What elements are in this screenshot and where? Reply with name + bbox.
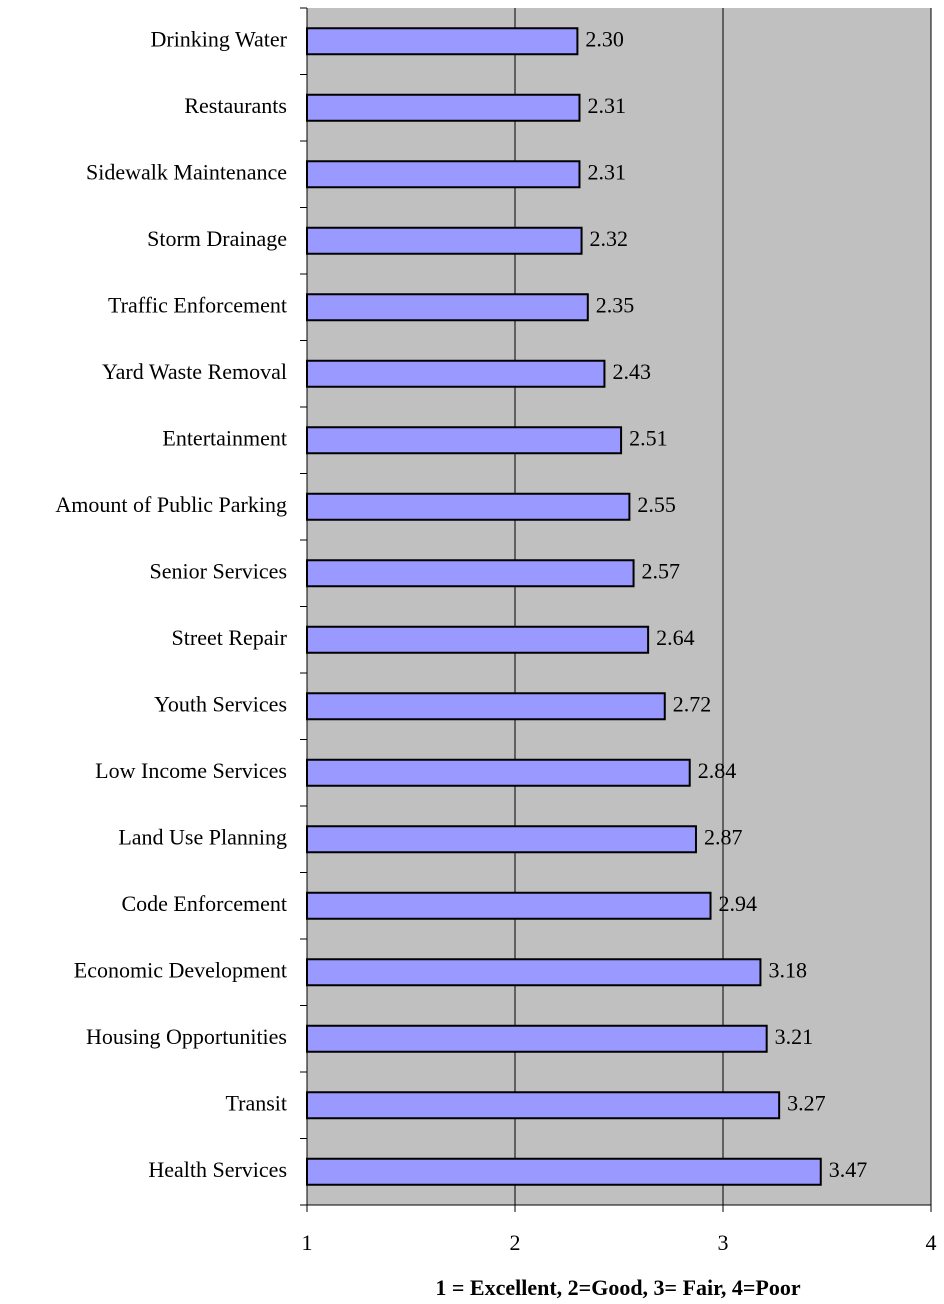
y-tick-label: Low Income Services — [95, 758, 287, 783]
value-label: 2.72 — [673, 691, 712, 716]
y-tick-label: Sidewalk Maintenance — [86, 159, 287, 184]
value-label: 2.32 — [590, 226, 629, 251]
value-label: 2.31 — [587, 159, 626, 184]
value-label: 2.43 — [612, 359, 651, 384]
value-label: 2.94 — [719, 891, 758, 916]
value-label: 2.57 — [642, 558, 681, 583]
y-tick-label: Code Enforcement — [121, 891, 287, 916]
bar — [306, 1091, 781, 1120]
value-label: 2.84 — [698, 758, 737, 783]
bar — [306, 226, 583, 255]
y-tick-label: Health Services — [148, 1157, 287, 1182]
value-label: 3.47 — [829, 1157, 868, 1182]
bar — [306, 160, 581, 189]
y-tick-label: Senior Services — [150, 558, 287, 583]
bar — [306, 293, 589, 322]
y-tick-label: Youth Services — [154, 691, 287, 716]
x-tick-label: 2 — [510, 1230, 521, 1255]
bar — [306, 758, 691, 787]
value-label: 2.35 — [596, 292, 635, 317]
x-tick-label: 1 — [302, 1230, 313, 1255]
value-label: 2.31 — [587, 93, 626, 118]
value-label: 3.18 — [768, 957, 807, 982]
value-label: 3.21 — [775, 1024, 814, 1049]
y-tick-label: Entertainment — [162, 425, 287, 450]
bar — [306, 958, 762, 987]
x-tick-label: 3 — [718, 1230, 729, 1255]
y-tick-label: Amount of Public Parking — [55, 492, 287, 517]
bar — [306, 625, 650, 654]
bar — [306, 1024, 768, 1053]
bar — [306, 559, 635, 588]
bar — [306, 359, 606, 388]
y-tick-label: Storm Drainage — [147, 226, 287, 251]
y-tick-label: Land Use Planning — [118, 824, 287, 849]
value-label: 2.55 — [637, 492, 676, 517]
bar — [306, 93, 581, 122]
y-tick-label: Economic Development — [74, 957, 287, 982]
bar — [306, 492, 631, 521]
bar — [306, 426, 623, 455]
value-label: 2.51 — [629, 425, 668, 450]
y-tick-label: Traffic Enforcement — [108, 292, 287, 317]
bar — [306, 1157, 822, 1186]
bar — [306, 27, 579, 56]
y-tick-label: Drinking Water — [150, 26, 287, 51]
bar — [306, 692, 666, 721]
y-tick-label: Yard Waste Removal — [102, 359, 287, 384]
x-axis-label: 1 = Excellent, 2=Good, 3= Fair, 4=Poor — [435, 1275, 800, 1300]
y-tick-label: Restaurants — [184, 93, 287, 118]
plot-area — [307, 8, 931, 1205]
y-tick-label: Transit — [225, 1090, 287, 1115]
y-tick-label: Housing Opportunities — [86, 1024, 287, 1049]
value-label: 3.27 — [787, 1090, 826, 1115]
x-tick-label: 4 — [926, 1230, 937, 1255]
value-label: 2.64 — [656, 625, 695, 650]
y-tick-label: Street Repair — [172, 625, 288, 650]
bar — [306, 891, 712, 920]
value-label: 2.87 — [704, 824, 743, 849]
value-label: 2.30 — [585, 26, 624, 51]
bar — [306, 825, 697, 854]
